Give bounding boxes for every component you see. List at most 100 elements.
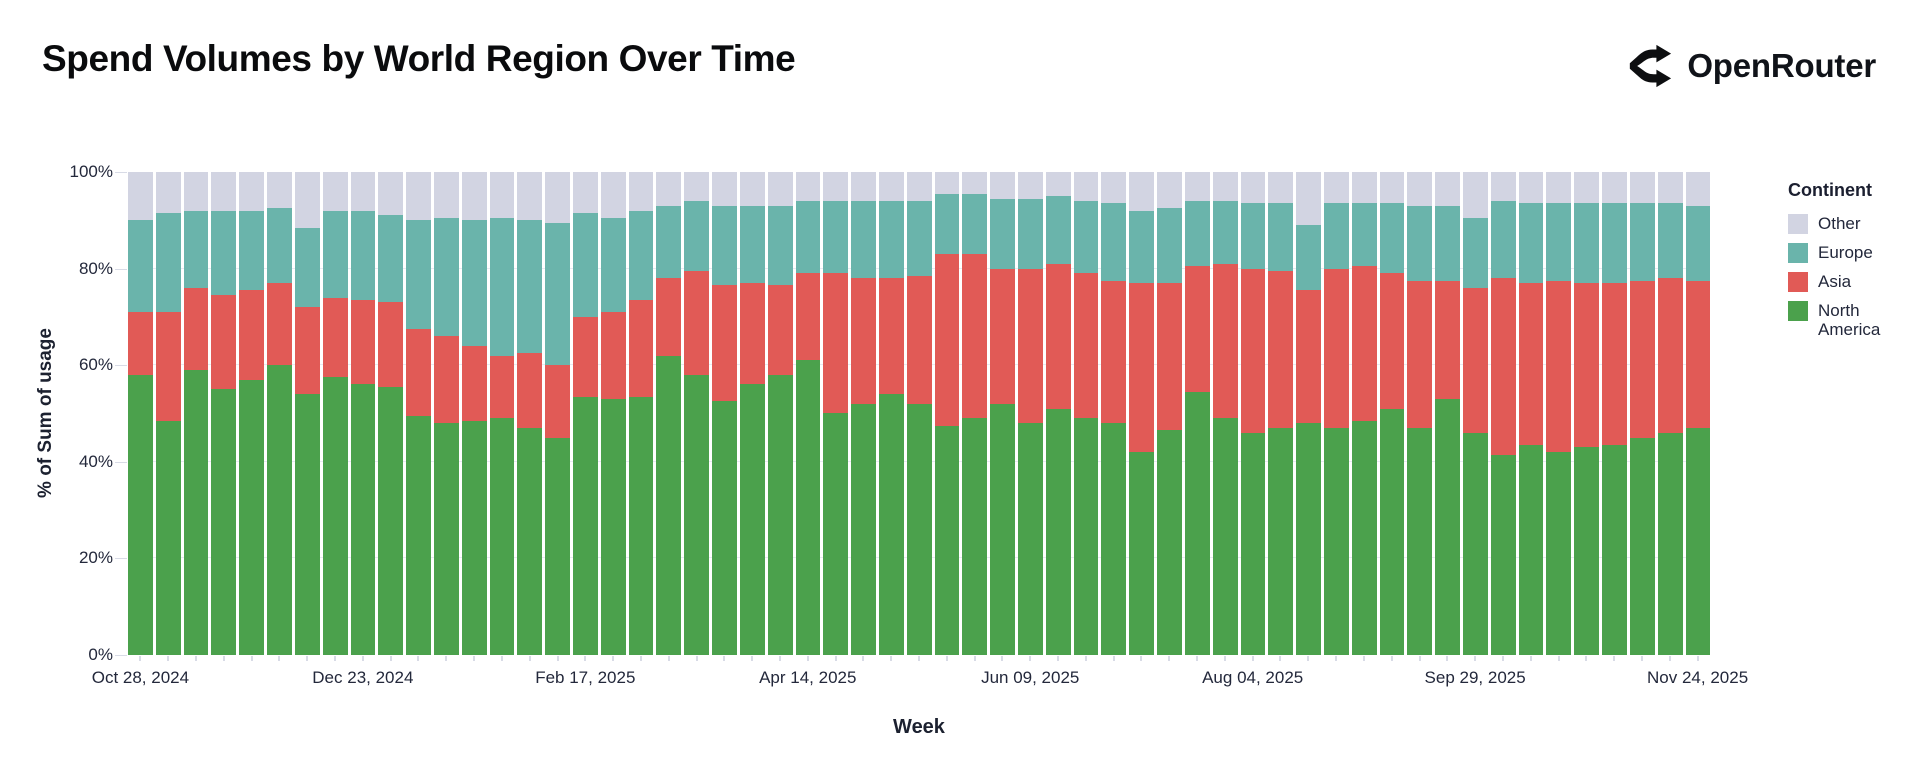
bar-segment-other[interactable] [1518,172,1544,204]
bar-segment-other[interactable] [239,172,265,211]
bar-segment-europe[interactable] [183,210,209,288]
bar-segment-asia[interactable] [795,273,821,361]
bar-segment-north-america[interactable] [878,394,904,655]
bar-segment-other[interactable] [1101,172,1127,204]
bar-segment-europe[interactable] [128,220,153,313]
legend-item-europe[interactable]: Europe [1788,243,1913,263]
bar-segment-other[interactable] [433,172,459,218]
bar-segment-europe[interactable] [322,210,348,298]
bar-segment-asia[interactable] [239,290,265,380]
bar-segment-other[interactable] [1657,172,1683,204]
bar-segment-europe[interactable] [573,213,598,317]
bar-segment-europe[interactable] [489,217,515,356]
bar-segment-north-america[interactable] [1073,418,1099,655]
bar-segment-other[interactable] [211,172,237,211]
bar-segment-asia[interactable] [906,275,932,404]
bar-segment-north-america[interactable] [684,374,710,655]
bar-segment-europe[interactable] [906,200,932,276]
bar-week-dec-30-2024[interactable] [378,172,404,655]
bar-week-apr-14-2025[interactable] [795,172,821,655]
bar-week-jul-21-2025[interactable] [1184,172,1210,655]
bar-segment-asia[interactable] [573,316,598,397]
bar-segment-other[interactable] [1018,172,1043,199]
bar-segment-asia[interactable] [1045,263,1071,409]
bar-week-mar-10-2025[interactable] [656,172,682,655]
bar-segment-north-america[interactable] [1101,423,1127,655]
bar-segment-other[interactable] [934,172,960,194]
bar-segment-north-america[interactable] [378,386,404,655]
bar-segment-asia[interactable] [1296,290,1321,424]
bar-week-jun-23-2025[interactable] [1073,172,1099,655]
bar-week-may-19-2025[interactable] [934,172,960,655]
bar-week-nov-03-2025[interactable] [1602,172,1627,655]
bar-segment-europe[interactable] [739,205,765,284]
bar-segment-asia[interactable] [1629,280,1655,438]
bar-segment-europe[interactable] [378,215,404,303]
bar-week-jul-28-2025[interactable] [1212,172,1238,655]
legend-item-other[interactable]: Other [1788,214,1913,234]
bar-segment-europe[interactable] [1407,205,1433,281]
bar-segment-north-america[interactable] [1657,432,1683,655]
bar-segment-europe[interactable] [628,210,654,300]
bar-segment-other[interactable] [1268,172,1294,204]
bar-segment-asia[interactable] [211,295,237,390]
bar-week-nov-18-2024[interactable] [211,172,237,655]
bar-segment-europe[interactable] [1518,203,1544,284]
bar-segment-other[interactable] [1379,172,1405,204]
bar-segment-europe[interactable] [600,217,626,313]
bar-segment-europe[interactable] [1463,217,1488,288]
bar-segment-other[interactable] [517,172,543,221]
bar-week-oct-06-2025[interactable] [1490,172,1516,655]
bar-week-mar-31-2025[interactable] [739,172,765,655]
bar-segment-other[interactable] [1184,172,1210,201]
bar-segment-north-america[interactable] [1157,430,1182,655]
bar-week-mar-17-2025[interactable] [684,172,710,655]
bar-segment-other[interactable] [739,172,765,206]
bar-segment-europe[interactable] [1685,205,1711,281]
bar-segment-asia[interactable] [406,328,431,416]
legend-item-asia[interactable]: Asia [1788,272,1913,292]
bar-segment-europe[interactable] [1629,203,1655,281]
bar-segment-north-america[interactable] [1463,432,1488,655]
bar-segment-other[interactable] [1490,172,1516,201]
bar-week-nov-25-2024[interactable] [239,172,265,655]
bar-week-oct-27-2025[interactable] [1574,172,1600,655]
bar-week-sep-22-2025[interactable] [1435,172,1460,655]
bar-week-nov-04-2024[interactable] [155,172,181,655]
bar-segment-asia[interactable] [1518,283,1544,445]
bar-segment-north-america[interactable] [712,401,737,655]
bar-segment-europe[interactable] [1490,200,1516,279]
bar-segment-asia[interactable] [1574,283,1600,448]
bar-segment-asia[interactable] [433,336,459,424]
bar-segment-asia[interactable] [1490,278,1516,455]
bar-segment-asia[interactable] [878,278,904,395]
bar-segment-other[interactable] [1296,172,1321,226]
bar-segment-other[interactable] [1240,172,1266,204]
bar-segment-asia[interactable] [350,299,376,385]
bar-segment-north-america[interactable] [406,415,431,655]
bar-week-jun-16-2025[interactable] [1045,172,1071,655]
bar-segment-north-america[interactable] [1240,432,1266,655]
bar-segment-asia[interactable] [183,287,209,370]
bar-segment-other[interactable] [322,172,348,211]
bar-segment-other[interactable] [990,172,1015,199]
bar-segment-other[interactable] [962,172,988,194]
bar-week-nov-24-2025[interactable] [1685,172,1711,655]
bar-week-dec-23-2024[interactable] [350,172,376,655]
bar-segment-asia[interactable] [1435,280,1460,399]
bar-segment-other[interactable] [267,172,292,209]
bar-segment-other[interactable] [628,172,654,211]
bar-segment-europe[interactable] [1045,196,1071,264]
bar-segment-north-america[interactable] [573,396,598,655]
bar-segment-asia[interactable] [1407,280,1433,428]
bar-segment-north-america[interactable] [1602,444,1627,655]
bar-segment-asia[interactable] [823,273,849,414]
bar-segment-north-america[interactable] [1435,398,1460,655]
bar-segment-north-america[interactable] [1296,423,1321,655]
bar-segment-other[interactable] [128,172,153,221]
bar-segment-north-america[interactable] [600,398,626,655]
bar-segment-asia[interactable] [962,254,988,419]
bar-segment-other[interactable] [545,172,570,223]
bar-segment-asia[interactable] [1129,283,1155,453]
bar-segment-asia[interactable] [1212,263,1238,419]
